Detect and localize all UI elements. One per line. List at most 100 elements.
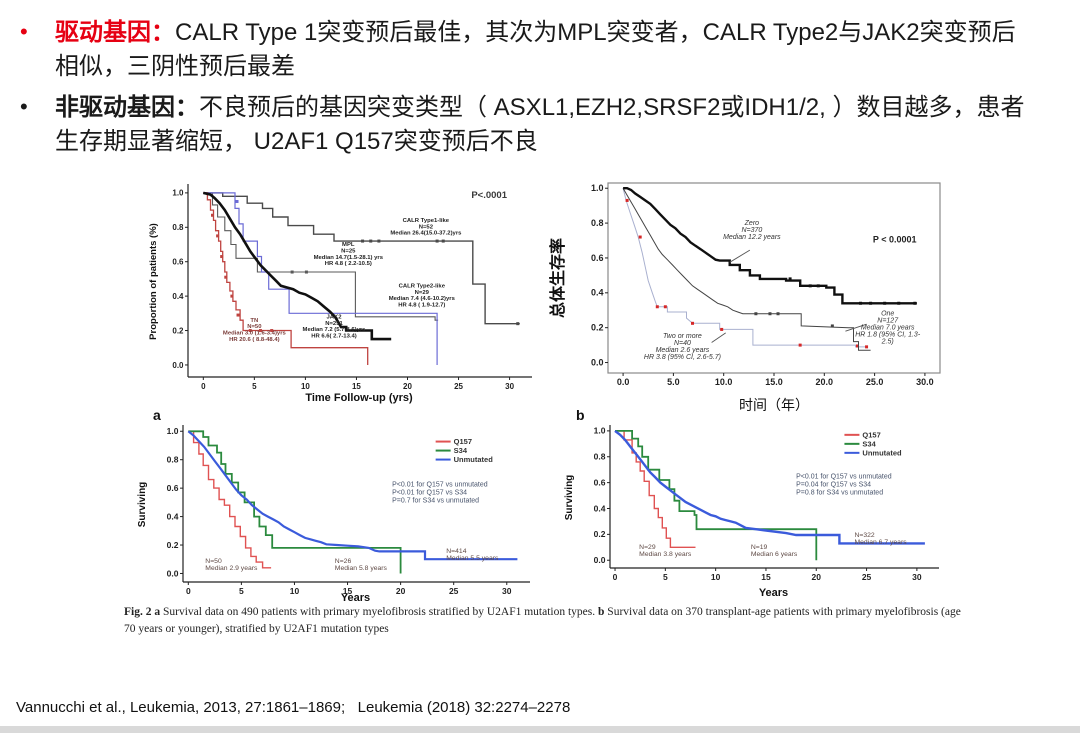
citation-footer: Vannucchi et al., Leukemia, 2013, 27:186… bbox=[16, 699, 571, 716]
bullet-non-driver-genes: • 非驱动基因：不良预后的基因突变类型（ ASXL1,EZH2,SRSF2或ID… bbox=[14, 91, 1036, 159]
svg-text:Unmutated: Unmutated bbox=[454, 455, 494, 464]
svg-text:30: 30 bbox=[502, 586, 512, 596]
svg-text:0.0: 0.0 bbox=[594, 555, 606, 565]
svg-text:0: 0 bbox=[613, 572, 618, 582]
svg-text:20: 20 bbox=[396, 586, 406, 596]
svg-text:Surviving: Surviving bbox=[564, 475, 575, 521]
svg-text:15.0: 15.0 bbox=[765, 377, 783, 387]
caption-panel-a-text: Survival data on 490 patients with prima… bbox=[162, 606, 596, 618]
svg-text:0: 0 bbox=[186, 586, 191, 596]
svg-text:0.8: 0.8 bbox=[591, 218, 604, 228]
svg-text:P<.0001: P<.0001 bbox=[471, 190, 507, 201]
bullet-title: 驱动基因： bbox=[55, 19, 175, 46]
svg-text:25: 25 bbox=[862, 572, 872, 582]
caption-panel-a-label: a bbox=[154, 606, 161, 618]
survival-chart-u2af1-all: 0 5 10 15 20 25 30 0.0 0.2 0.4 0.6 0.8 1.0 Years Survi… bbox=[123, 405, 553, 610]
svg-text:Years: Years bbox=[341, 592, 370, 604]
bullet-driver-genes: • 驱动基因：CALR Type 1突变预后最佳，其次为MPL突变者，CALR … bbox=[14, 16, 1036, 84]
svg-text:0.8: 0.8 bbox=[594, 452, 606, 462]
svg-text:0.0: 0.0 bbox=[172, 361, 184, 370]
survival-chart-mutation-count: 0.0 5.0 10.0 15.0 20.0 25.0 30.0 0.0 0.2 0.4 0.6 0.… bbox=[545, 170, 965, 419]
caption-panel-b-text: Survival data on 370 transplant-age pati… bbox=[124, 606, 961, 636]
svg-text:1.0: 1.0 bbox=[591, 183, 604, 193]
svg-text:30: 30 bbox=[505, 382, 514, 391]
bullet-text: 不良预后的基因突变类型（ ASXL1,EZH2,SRSF2或IDH1/2, ）数… bbox=[55, 94, 1025, 155]
svg-text:20.0: 20.0 bbox=[816, 377, 834, 387]
caption-fig-label: Fig. 2 bbox=[124, 606, 152, 618]
svg-text:10: 10 bbox=[301, 382, 310, 391]
svg-text:0.2: 0.2 bbox=[591, 322, 604, 332]
svg-text:Time Follow-up (yrs): Time Follow-up (yrs) bbox=[305, 392, 413, 404]
bottom-strip bbox=[0, 726, 1080, 733]
svg-text:0.4: 0.4 bbox=[594, 503, 606, 513]
figure-caption: Fig. 2 a Survival data on 490 patients w… bbox=[124, 604, 962, 639]
svg-text:1.0: 1.0 bbox=[594, 426, 606, 436]
survival-chart-u2af1-transplant-age: 0 5 10 15 20 25 30 0.0 0.2 0.4 0.6 0.8 1.0 Years Survi… bbox=[550, 405, 980, 605]
svg-text:Q157: Q157 bbox=[862, 430, 880, 439]
svg-text:20: 20 bbox=[812, 572, 822, 582]
svg-text:a: a bbox=[153, 407, 161, 423]
svg-text:10: 10 bbox=[290, 586, 300, 596]
svg-text:5: 5 bbox=[252, 382, 257, 391]
svg-text:Unmutated: Unmutated bbox=[862, 448, 902, 457]
svg-text:1.0: 1.0 bbox=[167, 426, 179, 436]
svg-text:0.4: 0.4 bbox=[167, 511, 179, 521]
svg-text:0.2: 0.2 bbox=[594, 529, 606, 539]
svg-text:0.4: 0.4 bbox=[172, 292, 184, 301]
svg-text:0.2: 0.2 bbox=[172, 326, 184, 335]
svg-text:Surviving: Surviving bbox=[137, 482, 148, 528]
svg-text:0.0: 0.0 bbox=[167, 568, 179, 578]
svg-text:1.0: 1.0 bbox=[172, 189, 184, 198]
bullet-list: • 驱动基因：CALR Type 1突变预后最佳，其次为MPL突变者，CALR … bbox=[14, 16, 1036, 166]
svg-text:0.0: 0.0 bbox=[617, 377, 630, 387]
svg-text:S34: S34 bbox=[454, 446, 468, 455]
svg-text:0.8: 0.8 bbox=[167, 455, 179, 465]
svg-text:总体生存率: 总体生存率 bbox=[548, 238, 567, 318]
svg-text:0.4: 0.4 bbox=[591, 288, 604, 298]
svg-text:10.0: 10.0 bbox=[715, 377, 733, 387]
svg-text:15: 15 bbox=[352, 382, 361, 391]
svg-text:Years: Years bbox=[759, 587, 788, 599]
svg-text:Q157: Q157 bbox=[454, 437, 472, 446]
survival-chart-driver-mutations: 0 5 10 15 20 25 30 0.0 0.2 0.4 0.6 0.8 1.0 Time Follo… bbox=[126, 170, 541, 410]
svg-text:0.2: 0.2 bbox=[167, 540, 179, 550]
km-plot-driver-mutations: 0 5 10 15 20 25 30 0.0 0.2 0.4 0.6 0.8 1.0 Time Follo… bbox=[148, 184, 532, 404]
svg-text:b: b bbox=[576, 407, 585, 423]
svg-text:25: 25 bbox=[449, 586, 459, 596]
bullet-text: CALR Type 1突变预后最佳，其次为MPL突变者，CALR Type2与J… bbox=[55, 19, 1016, 80]
svg-text:5: 5 bbox=[663, 572, 668, 582]
km-plot-mutation-count: 0.0 5.0 10.0 15.0 20.0 25.0 30.0 0.0 0.2 0.4 0.6 0.… bbox=[548, 182, 941, 413]
svg-text:25: 25 bbox=[454, 382, 463, 391]
svg-text:时间（年）: 时间（年） bbox=[739, 397, 809, 413]
svg-text:0.6: 0.6 bbox=[172, 258, 184, 267]
bullet-title: 非驱动基因： bbox=[55, 94, 199, 121]
svg-text:15: 15 bbox=[343, 586, 353, 596]
svg-text:30: 30 bbox=[912, 572, 922, 582]
km-plot-u2af1-all: 0 5 10 15 20 25 30 0.0 0.2 0.4 0.6 0.8 1.0 Years Survi… bbox=[137, 407, 530, 604]
svg-text:0.6: 0.6 bbox=[167, 483, 179, 493]
km-plot-u2af1-transplant-age: 0 5 10 15 20 25 30 0.0 0.2 0.4 0.6 0.8 1.0 Years Survi… bbox=[564, 407, 939, 599]
svg-text:Proportion of patients (%): Proportion of patients (%) bbox=[148, 223, 159, 340]
svg-text:P < 0.0001: P < 0.0001 bbox=[873, 234, 917, 244]
bullet-marker: • bbox=[20, 94, 28, 119]
svg-text:S34: S34 bbox=[862, 439, 876, 448]
svg-text:5: 5 bbox=[239, 586, 244, 596]
svg-text:5.0: 5.0 bbox=[667, 377, 680, 387]
svg-text:25.0: 25.0 bbox=[866, 377, 884, 387]
svg-text:15: 15 bbox=[761, 572, 771, 582]
